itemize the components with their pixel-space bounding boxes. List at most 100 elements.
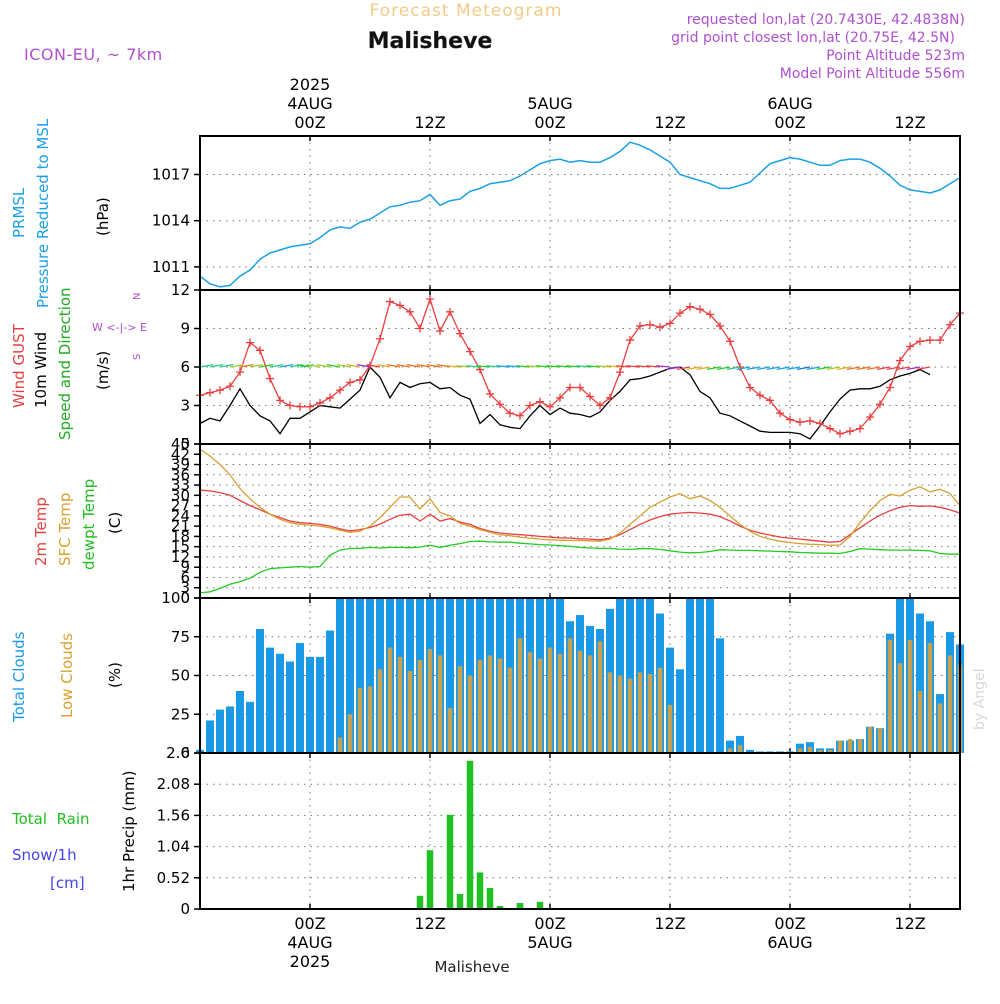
wind-ytick-label: 6 — [180, 358, 190, 376]
low-cloud-bar — [497, 658, 503, 753]
wind-line — [199, 365, 931, 440]
wind-dir-arrow — [346, 363, 361, 368]
gust-marker — [656, 323, 664, 332]
wind-dir-arrow — [326, 363, 341, 368]
low-cloud-bar — [437, 655, 443, 753]
gust-marker — [606, 393, 614, 402]
gust-marker — [706, 310, 714, 319]
gust-marker — [296, 402, 304, 411]
wind-dir-arrow — [269, 363, 284, 368]
bottom-time-label: 00Z — [774, 914, 805, 933]
wind-dir-arrow — [209, 363, 224, 368]
wind-dir-arrow — [466, 365, 481, 368]
low-clouds-label: Low Clouds — [58, 633, 76, 718]
total-cloud-bar — [366, 598, 374, 753]
rain-bar — [496, 906, 504, 909]
low-cloud-bar — [347, 714, 353, 753]
precip-ytick-label: 1.56 — [157, 806, 190, 824]
low-cloud-bar — [407, 670, 413, 753]
wind-ytick-label: 9 — [180, 320, 190, 338]
bottom-time-label: 12Z — [894, 914, 925, 933]
wind-dir-arrow — [886, 366, 901, 371]
wind-dir-arrow — [356, 363, 371, 368]
model-point-altitude: Model Point Altitude 556m — [780, 66, 965, 82]
temperature-ytick-label: 39 — [171, 456, 190, 474]
wind-dir-arrow — [259, 363, 274, 368]
wind-dir-arrow — [486, 365, 501, 368]
gust-marker — [306, 402, 314, 411]
temperature-ytick-label: 30 — [171, 486, 190, 504]
wind-dir-arrow — [496, 365, 511, 368]
total-cloud-bar — [286, 661, 294, 753]
gust-marker — [946, 320, 954, 329]
gust-marker — [286, 401, 294, 410]
wind-dir-arrow — [906, 366, 921, 371]
low-cloud-bar — [827, 749, 833, 753]
cloud-labels: Total Clouds Low Clouds (%) — [10, 631, 124, 723]
pressure-ytick-label: 1011 — [152, 258, 190, 276]
wind-dir-arrow — [896, 366, 911, 371]
temperature-ytick-label: 6 — [180, 568, 190, 586]
wind-dir-arrow — [726, 366, 741, 371]
temperature-ytick-label: 27 — [171, 497, 190, 515]
clouds-ytick-label: 75 — [171, 628, 190, 646]
gust-marker — [816, 419, 824, 428]
gust-marker — [716, 321, 724, 330]
precip-labels: Total Rain Snow/1h [cm] 1hr Precip (mm) — [11, 771, 138, 892]
total-cloud-bar — [266, 647, 274, 753]
gust-marker — [426, 294, 434, 303]
total-cloud-bar — [686, 598, 694, 753]
low-cloud-bar — [887, 639, 893, 753]
temperature-ytick-label: 45 — [171, 435, 190, 453]
pressure-unit-label: (hPa) — [94, 197, 112, 236]
watermark: by Angel — [972, 669, 988, 730]
wind-ytick-label: 0 — [180, 435, 190, 453]
total-cloud-bar — [706, 598, 714, 753]
gust-marker — [856, 424, 864, 433]
total-cloud-bar — [216, 709, 224, 753]
wind-dir-arrow — [546, 365, 561, 368]
gust-marker — [486, 389, 494, 398]
bottom-time-label: 2025 — [290, 952, 331, 971]
total-clouds-label: Total Clouds — [10, 631, 28, 723]
gust-marker — [506, 409, 514, 418]
gust-marker — [336, 386, 344, 395]
gust-marker — [386, 297, 394, 306]
gust-marker — [346, 378, 354, 387]
low-cloud-bar — [597, 641, 603, 753]
gust-marker — [616, 368, 624, 377]
precip-ytick-label: 1.04 — [157, 838, 190, 856]
temperature-ytick-label: 15 — [171, 538, 190, 556]
low-cloud-bar — [367, 686, 373, 753]
low-cloud-bar — [937, 703, 943, 753]
gust-marker — [226, 382, 234, 391]
total-cloud-bar — [746, 749, 754, 753]
wind-dir-arrow — [676, 366, 691, 371]
rain-bar — [466, 760, 474, 909]
compass-we: W <-|-> E — [92, 321, 147, 334]
gust-marker — [936, 336, 944, 345]
pressure-panel: 1011 1014 1017 — [152, 136, 961, 290]
gust-marker — [886, 383, 894, 392]
gust-marker — [676, 309, 684, 318]
low-cloud-bar — [547, 647, 553, 753]
gust-marker — [236, 368, 244, 377]
t2m-line — [199, 489, 961, 543]
low-cloud-bar — [737, 745, 743, 753]
supertitle: Forecast Meteogram — [370, 1, 563, 21]
top-time-label: 00Z — [774, 113, 805, 132]
gust-marker — [266, 374, 274, 383]
pressure-line — [199, 141, 961, 288]
temperature-ytick-label: 24 — [171, 507, 190, 525]
wind-dir-arrow — [456, 365, 471, 368]
wind-dir-arrow — [426, 363, 441, 368]
wind-ytick-label: 3 — [180, 397, 190, 415]
total-cloud-bar — [326, 630, 334, 753]
rain-bar — [536, 901, 544, 909]
low-cloud-bar — [467, 675, 473, 753]
wind-dir-arrow — [596, 365, 611, 368]
wind-dir-arrow — [816, 366, 831, 371]
wind-dir-arrow — [626, 365, 641, 368]
wind-dir-arrow — [526, 365, 541, 368]
